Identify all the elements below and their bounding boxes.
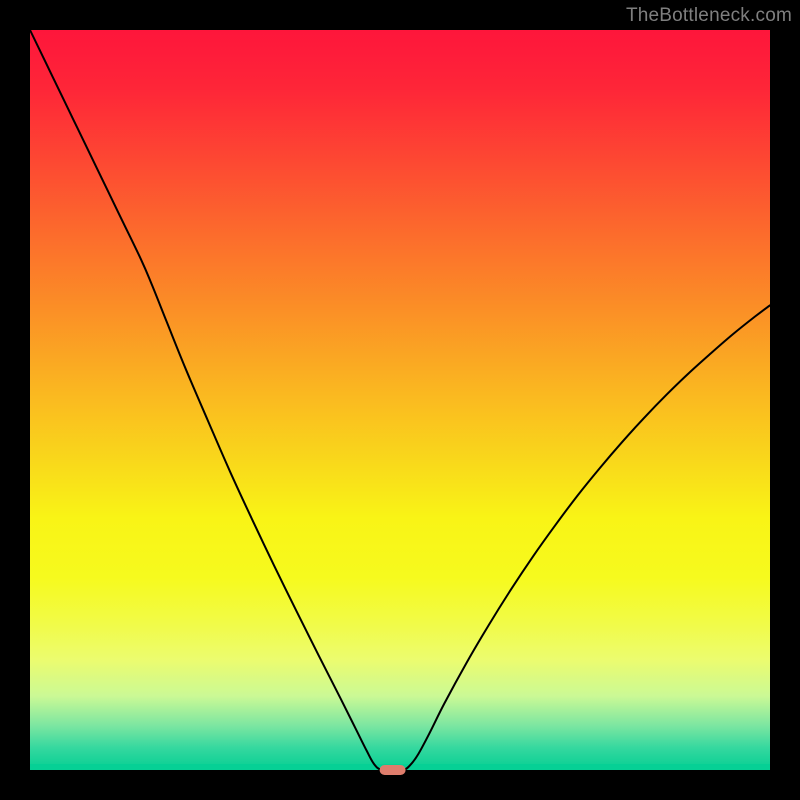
gradient-background bbox=[30, 30, 770, 770]
chart-svg bbox=[0, 0, 800, 800]
watermark-text: TheBottleneck.com bbox=[626, 5, 792, 27]
minimum-marker bbox=[380, 765, 406, 775]
chart-container: { "meta": { "width": 800, "height": 800,… bbox=[0, 0, 800, 800]
